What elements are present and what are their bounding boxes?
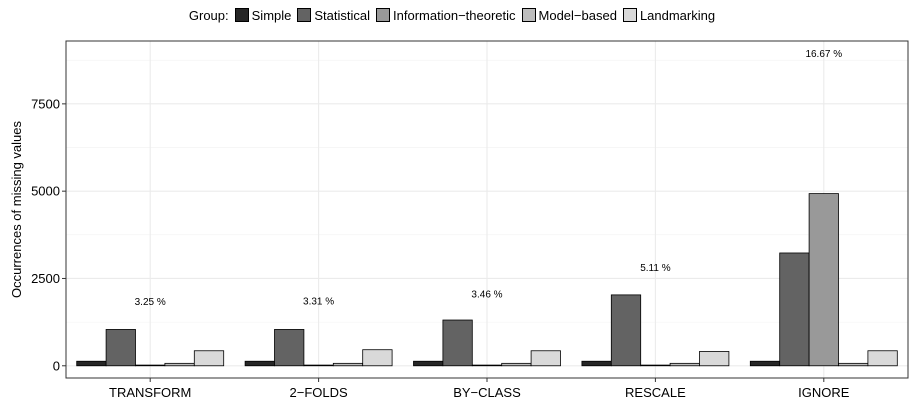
legend-swatch-statistical (297, 8, 312, 22)
bar (699, 351, 730, 367)
bar (303, 364, 334, 367)
bar (669, 362, 700, 367)
bar (244, 360, 275, 367)
legend-swatch-simple (234, 8, 249, 22)
percentage-annotation: 3.25 % (135, 297, 166, 308)
legend: Group: Simple Statistical Information−th… (0, 4, 910, 26)
percentage-annotation: 5.11 % (640, 263, 670, 274)
legend-item-model-based: Model−based (521, 7, 617, 23)
bar (105, 329, 136, 367)
y-tick-label: 2500 (31, 271, 60, 286)
bar (332, 362, 364, 367)
legend-swatch-model-based (521, 8, 536, 22)
x-tick-label: TRANSFORM (109, 385, 191, 400)
y-tick-label: 0 (53, 358, 60, 373)
bar (413, 360, 444, 367)
legend-item-landmarking: Landmarking (622, 7, 716, 23)
bar (135, 364, 166, 367)
x-tick-label: BY−CLASS (453, 385, 521, 400)
legend-item-statistical: Statistical (297, 8, 370, 23)
x-tick-label: 2−FOLDS (290, 385, 348, 400)
legend-item-simple: Simple (234, 7, 292, 23)
percentage-annotation: 3.31 % (303, 296, 334, 307)
legend-swatch-landmarking (622, 8, 637, 22)
legend-item-information-theoretic: Information−theoretic (376, 7, 516, 23)
bar (274, 329, 305, 367)
percentage-annotation: 3.46 % (471, 289, 502, 300)
legend-swatch-information-theoretic (376, 8, 391, 22)
y-tick-label: 7500 (31, 96, 60, 111)
bar (808, 193, 839, 367)
legend-label-information-theoretic: Information−theoretic (393, 7, 516, 23)
bar (640, 364, 671, 367)
legend-title: Group: (188, 7, 229, 23)
y-tick-label: 5000 (31, 184, 60, 199)
legend-label-landmarking: Landmarking (639, 7, 716, 23)
x-tick-label: IGNORE (798, 385, 850, 400)
bar (838, 362, 869, 367)
bar (749, 360, 781, 367)
bar (779, 252, 810, 367)
bar (610, 294, 642, 367)
y-axis-label: Occurrences of missing values (9, 120, 24, 298)
bar (471, 364, 503, 367)
legend-label-simple: Simple (251, 7, 292, 23)
bar (193, 350, 225, 367)
bar (501, 362, 532, 367)
bar (867, 350, 898, 367)
bar (362, 349, 393, 367)
legend-label-model-based: Model−based (538, 7, 617, 23)
bar (442, 319, 473, 367)
bar (76, 360, 107, 367)
bar (164, 362, 195, 367)
percentage-annotation: 16.67 % (805, 49, 842, 60)
bar (581, 360, 612, 367)
legend-label-statistical: Statistical (314, 7, 371, 23)
x-tick-label: RESCALE (625, 385, 686, 400)
bar (530, 350, 561, 367)
